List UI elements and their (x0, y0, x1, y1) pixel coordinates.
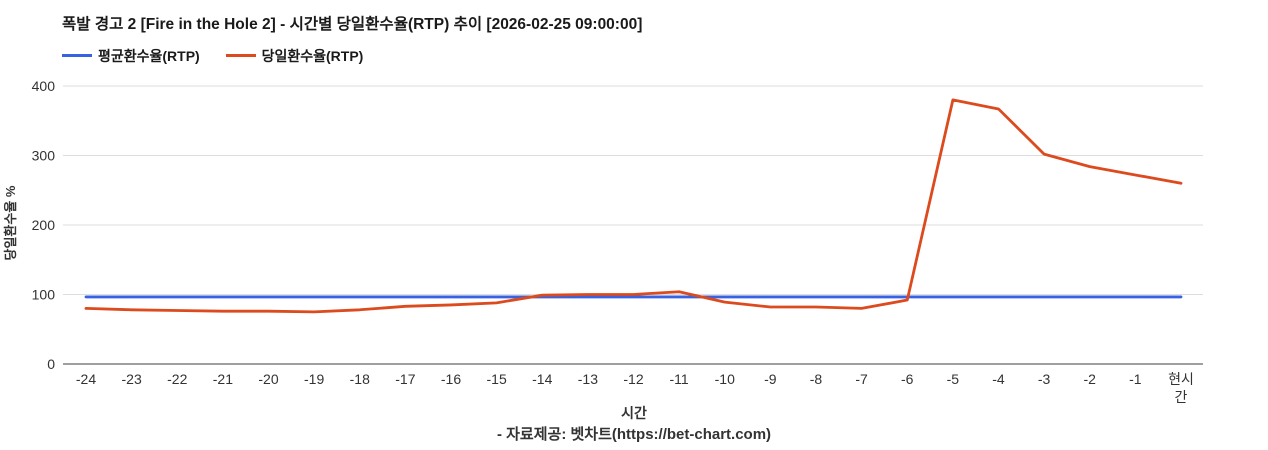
svg-text:400: 400 (32, 78, 56, 94)
svg-text:-2: -2 (1084, 371, 1097, 387)
svg-text:-11: -11 (670, 371, 689, 387)
svg-text:-9: -9 (764, 371, 777, 387)
svg-text:0: 0 (47, 356, 55, 372)
svg-text:100: 100 (32, 287, 56, 303)
svg-text:-3: -3 (1038, 371, 1051, 387)
svg-text:-14: -14 (532, 371, 552, 387)
svg-text:-15: -15 (487, 371, 507, 387)
svg-text:-20: -20 (258, 371, 278, 387)
svg-text:-22: -22 (167, 371, 187, 387)
svg-text:-8: -8 (810, 371, 823, 387)
svg-text:-10: -10 (715, 371, 735, 387)
svg-text:-24: -24 (76, 371, 96, 387)
svg-text:-23: -23 (122, 371, 142, 387)
svg-text:-19: -19 (304, 371, 324, 387)
svg-text:-7: -7 (855, 371, 868, 387)
svg-text:-4: -4 (992, 371, 1005, 387)
svg-text:-18: -18 (350, 371, 370, 387)
svg-text:200: 200 (32, 217, 56, 233)
svg-text:현시: 현시 (1168, 371, 1194, 387)
svg-text:-5: -5 (947, 371, 960, 387)
svg-text:-1: -1 (1129, 371, 1142, 387)
svg-text:-21: -21 (213, 371, 233, 387)
svg-text:300: 300 (32, 148, 56, 164)
svg-text:-16: -16 (441, 371, 461, 387)
svg-text:-13: -13 (578, 371, 598, 387)
svg-text:-6: -6 (901, 371, 914, 387)
svg-text:-17: -17 (395, 371, 415, 387)
svg-text:-12: -12 (623, 371, 643, 387)
